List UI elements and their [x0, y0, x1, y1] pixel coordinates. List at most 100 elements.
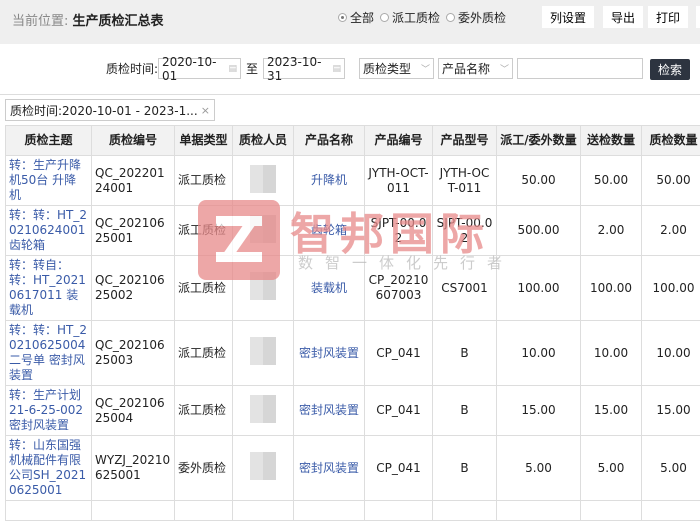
subject-link[interactable]: 转：转：HT_20210624001 齿轮箱: [6, 206, 92, 256]
product-name-link[interactable]: 升降机: [294, 156, 365, 206]
breadcrumb: 当前位置: 生产质检汇总表: [12, 10, 164, 29]
product-name-link[interactable]: 密封风装置: [294, 436, 365, 501]
product-code: CP_041: [365, 321, 433, 386]
radio-icon[interactable]: [446, 13, 455, 22]
end-date-input[interactable]: 2023-10-31▤: [263, 58, 345, 79]
inspector-avatar-blurred: [250, 337, 276, 365]
subject-link[interactable]: 转：转：HT_20210625004二号单 密封风装置: [6, 321, 92, 386]
doc-type: 派工质检: [175, 206, 233, 256]
table-cell: [581, 501, 642, 521]
doc-type: 委外质检: [175, 436, 233, 501]
submitted-qty: 5.00: [581, 436, 642, 501]
inspector-avatar-blurred: [250, 215, 276, 243]
radio-label: 派工质检: [392, 9, 440, 26]
inspection-no: QC_20210625002: [92, 256, 175, 321]
search-button[interactable]: 检索: [650, 59, 690, 80]
subject-link[interactable]: 转：生产计划21-6-25-002 密封风装置: [6, 386, 92, 436]
product-name-link[interactable]: 齿轮箱: [294, 206, 365, 256]
more-button[interactable]: [696, 6, 700, 28]
close-icon[interactable]: ×: [201, 104, 210, 117]
chevron-down-icon: ﹀: [500, 62, 509, 75]
product-code: SJPT-00.02: [365, 206, 433, 256]
end-date-value: 2023-10-31: [267, 55, 332, 83]
product-name-select[interactable]: 产品名称﹀: [438, 58, 513, 79]
subject-link[interactable]: 转：山东国强机械配件有限公司SH_20210625001: [6, 436, 92, 501]
product-name-link[interactable]: 密封风装置: [294, 321, 365, 386]
time-label: 质检时间:: [106, 58, 158, 78]
table-cell: [497, 501, 581, 521]
subject-link[interactable]: 转：转自：转：HT_20210617011 装载机: [6, 256, 92, 321]
dispatch-qty: 50.00: [497, 156, 581, 206]
keyword-input[interactable]: [517, 58, 643, 79]
chevron-down-icon: ﹀: [421, 62, 430, 75]
column-header[interactable]: 派工/委外数量: [497, 126, 581, 156]
column-settings-button[interactable]: 列设置: [542, 6, 594, 28]
radio-all[interactable]: 全部: [338, 9, 374, 26]
product-code: CP_041: [365, 386, 433, 436]
calendar-icon[interactable]: ▤: [228, 64, 237, 74]
column-header[interactable]: 产品名称: [294, 126, 365, 156]
product-model: B: [433, 321, 497, 386]
product-model: B: [433, 436, 497, 501]
column-header[interactable]: 产品编号: [365, 126, 433, 156]
product-model: JYTH-OCT-011: [433, 156, 497, 206]
inspector-avatar-blurred: [250, 272, 276, 300]
table-header-row: 质检主题 质检编号 单据类型 质检人员 产品名称 产品编号 产品型号 派工/委外…: [6, 126, 700, 156]
inspected-qty: 15.00: [642, 386, 700, 436]
radio-checked-icon[interactable]: [338, 13, 347, 22]
dispatch-qty: 500.00: [497, 206, 581, 256]
column-header[interactable]: 质检人员: [233, 126, 294, 156]
dispatch-qty: 15.00: [497, 386, 581, 436]
radio-outsource[interactable]: 委外质检: [446, 9, 506, 26]
print-button[interactable]: 打印: [648, 6, 688, 28]
location-label: 当前位置:: [12, 14, 68, 29]
subject-link[interactable]: 转：生产升降机50台 升降机: [6, 156, 92, 206]
inspector: [233, 156, 294, 206]
inspector: [233, 256, 294, 321]
radio-dispatch[interactable]: 派工质检: [380, 9, 440, 26]
inspected-qty: 50.00: [642, 156, 700, 206]
inspection-no: QC_20210625003: [92, 321, 175, 386]
column-header[interactable]: 质检编号: [92, 126, 175, 156]
select-value: 质检类型: [363, 60, 411, 77]
column-header[interactable]: 送检数量: [581, 126, 642, 156]
inspector: [233, 436, 294, 501]
column-header[interactable]: 产品型号: [433, 126, 497, 156]
inspected-qty: 100.00: [642, 256, 700, 321]
column-header[interactable]: 单据类型: [175, 126, 233, 156]
table-cell: [175, 501, 233, 521]
column-header[interactable]: 质检主题: [6, 126, 92, 156]
inspection-no: QC_20210625004: [92, 386, 175, 436]
product-code: JYTH-OCT-011: [365, 156, 433, 206]
product-name-link[interactable]: 密封风装置: [294, 386, 365, 436]
product-name-link[interactable]: 装载机: [294, 256, 365, 321]
chip-text: 质检时间:2020-10-01 - 2023-1...: [10, 102, 198, 119]
table-cell: [6, 501, 92, 521]
inspected-qty: 10.00: [642, 321, 700, 386]
product-model: CS7001: [433, 256, 497, 321]
radio-icon[interactable]: [380, 13, 389, 22]
table-row[interactable]: [6, 501, 700, 521]
table-cell: [92, 501, 175, 521]
inspected-qty: 5.00: [642, 436, 700, 501]
column-header[interactable]: 质检数量: [642, 126, 700, 156]
inspection-type-select[interactable]: 质检类型 ﹀: [359, 58, 434, 79]
export-button[interactable]: 导出: [603, 6, 643, 28]
inspection-no: QC_20210625001: [92, 206, 175, 256]
start-date-value: 2020-10-01: [162, 55, 228, 83]
inspector: [233, 206, 294, 256]
active-filter-chip: 质检时间:2020-10-01 - 2023-1...×: [5, 99, 215, 121]
table-cell: [433, 501, 497, 521]
start-date-input[interactable]: 2020-10-01▤: [158, 58, 241, 79]
inspection-table: 质检主题 质检编号 单据类型 质检人员 产品名称 产品编号 产品型号 派工/委外…: [5, 125, 700, 521]
table-cell: [365, 501, 433, 521]
doc-type: 派工质检: [175, 321, 233, 386]
dispatch-qty: 10.00: [497, 321, 581, 386]
calendar-icon[interactable]: ▤: [332, 64, 341, 74]
